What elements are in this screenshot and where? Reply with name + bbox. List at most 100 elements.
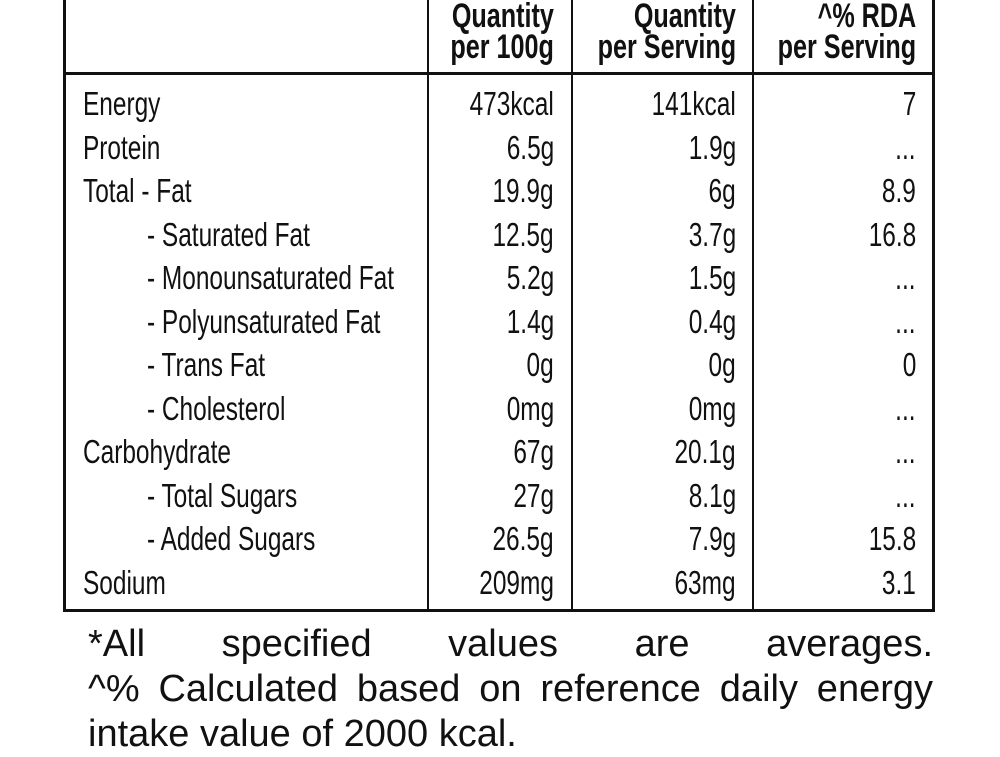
column-header-text: per Serving bbox=[597, 28, 736, 66]
row-value: 1.5g bbox=[672, 258, 736, 298]
column-header: per 100g bbox=[414, 28, 554, 66]
row-value-text: ... bbox=[895, 259, 916, 296]
row-value: ... bbox=[888, 258, 916, 298]
row-value: 67g bbox=[499, 432, 554, 472]
row-label-text: - Polyunsaturated Fat bbox=[147, 302, 381, 340]
row-value: 12.5g bbox=[471, 215, 554, 255]
row-value-text: ... bbox=[895, 128, 916, 166]
row-value: ... bbox=[888, 476, 916, 516]
row-value-text: 7 bbox=[902, 85, 916, 122]
column-line bbox=[571, 0, 573, 612]
row-value: 0 bbox=[898, 345, 916, 385]
row-value: 8.9 bbox=[870, 171, 916, 211]
row-label-text: - Saturated Fat bbox=[147, 215, 310, 253]
row-value: 7 bbox=[898, 84, 916, 124]
row-value: 27g bbox=[499, 476, 554, 516]
row-label: - Monounsaturated Fat bbox=[147, 258, 481, 298]
column-header: per Serving bbox=[729, 28, 916, 66]
row-label: Carbohydrate bbox=[83, 432, 283, 472]
column-header-text: per Serving bbox=[777, 28, 916, 66]
row-value-text: 1.9g bbox=[688, 128, 736, 166]
row-value-text: 16.8 bbox=[868, 215, 916, 253]
row-value-text: ... bbox=[895, 389, 916, 427]
column-header-text: per 100g bbox=[450, 28, 554, 66]
column-header: Quantity bbox=[598, 0, 736, 35]
row-label: Total - Fat bbox=[83, 171, 230, 211]
row-value: 0.4g bbox=[672, 302, 736, 342]
row-label-text: Carbohydrate bbox=[83, 433, 231, 470]
row-value-text: 0 bbox=[902, 346, 916, 383]
row-value: 1.9g bbox=[672, 128, 736, 168]
row-value-text: 0g bbox=[708, 346, 736, 383]
row-label: Energy bbox=[83, 84, 188, 124]
row-value-text: ... bbox=[895, 302, 916, 340]
row-value-text: 0g bbox=[526, 346, 554, 383]
footnotes: *All specified values are averages. ^% Ca… bbox=[88, 622, 933, 757]
row-label-text: Energy bbox=[83, 85, 161, 122]
column-header-text: ^% RDA bbox=[817, 0, 916, 35]
row-label: - Trans Fat bbox=[147, 345, 307, 385]
footnote: *All specified values are averages. bbox=[88, 623, 933, 665]
row-value: 16.8 bbox=[852, 215, 916, 255]
row-value: 20.1g bbox=[653, 432, 736, 472]
row-value-text: 1.5g bbox=[688, 259, 736, 296]
row-value: 8.1g bbox=[672, 476, 736, 516]
row-value-text: 5.2g bbox=[506, 259, 554, 296]
row-value: 0g bbox=[699, 345, 736, 385]
header-line bbox=[63, 72, 935, 75]
row-value: 6.5g bbox=[490, 128, 554, 168]
row-value-text: 0mg bbox=[688, 389, 736, 427]
row-value-text: 26.5g bbox=[492, 520, 554, 557]
border bbox=[932, 0, 935, 612]
row-value-text: 19.9g bbox=[492, 172, 554, 209]
row-value: 7.9g bbox=[672, 519, 736, 559]
column-header-text: Quantity bbox=[451, 0, 554, 35]
column-header: ^% RDA bbox=[783, 0, 916, 35]
row-value: 0g bbox=[517, 345, 554, 385]
row-value-text: 27g bbox=[513, 476, 554, 514]
column-header-text: Quantity bbox=[633, 0, 736, 35]
column-line bbox=[427, 0, 429, 612]
row-value: 3.1 bbox=[870, 563, 916, 603]
row-label: - Saturated Fat bbox=[147, 215, 367, 255]
row-label-text: Sodium bbox=[83, 563, 166, 601]
row-value: ... bbox=[888, 389, 916, 429]
row-value-text: 15.8 bbox=[868, 520, 916, 557]
row-value: ... bbox=[888, 128, 916, 168]
row-value: 19.9g bbox=[471, 171, 554, 211]
row-value-text: 209mg bbox=[479, 563, 554, 601]
footnote: ^% Calculated based on reference daily e… bbox=[88, 668, 933, 755]
row-value-text: 7.9g bbox=[688, 520, 736, 557]
row-value: 0mg bbox=[672, 389, 736, 429]
row-value-text: 473kcal bbox=[469, 85, 554, 122]
row-value-text: 12.5g bbox=[492, 215, 554, 253]
row-label: - Cholesterol bbox=[147, 389, 334, 429]
row-value-text: 6.5g bbox=[506, 128, 554, 166]
row-value-text: 8.9 bbox=[882, 172, 916, 209]
row-value: 141kcal bbox=[622, 84, 736, 124]
row-value: 5.2g bbox=[490, 258, 554, 298]
row-value-text: 0.4g bbox=[688, 302, 736, 340]
row-value-text: 6g bbox=[708, 172, 736, 209]
row-value-text: 141kcal bbox=[651, 85, 736, 122]
row-value-text: 0mg bbox=[506, 389, 554, 427]
row-label: Protein bbox=[83, 128, 188, 168]
row-value-text: 3.7g bbox=[688, 215, 736, 253]
row-value: 63mg bbox=[653, 563, 736, 603]
row-value-text: 63mg bbox=[674, 563, 736, 601]
row-value: 209mg bbox=[453, 563, 554, 603]
column-line bbox=[752, 0, 754, 612]
column-header: Quantity bbox=[416, 0, 554, 35]
row-value-text: 3.1 bbox=[882, 563, 916, 601]
row-value: 473kcal bbox=[440, 84, 554, 124]
column-header: per Serving bbox=[549, 28, 736, 66]
row-value: 0mg bbox=[490, 389, 554, 429]
border bbox=[63, 0, 66, 612]
row-label-text: - Cholesterol bbox=[147, 389, 286, 427]
row-value: 26.5g bbox=[471, 519, 554, 559]
row-label: - Polyunsaturated Fat bbox=[147, 302, 463, 342]
border bbox=[63, 609, 935, 612]
row-label: Sodium bbox=[83, 563, 195, 603]
row-label-text: - Monounsaturated Fat bbox=[147, 259, 395, 296]
